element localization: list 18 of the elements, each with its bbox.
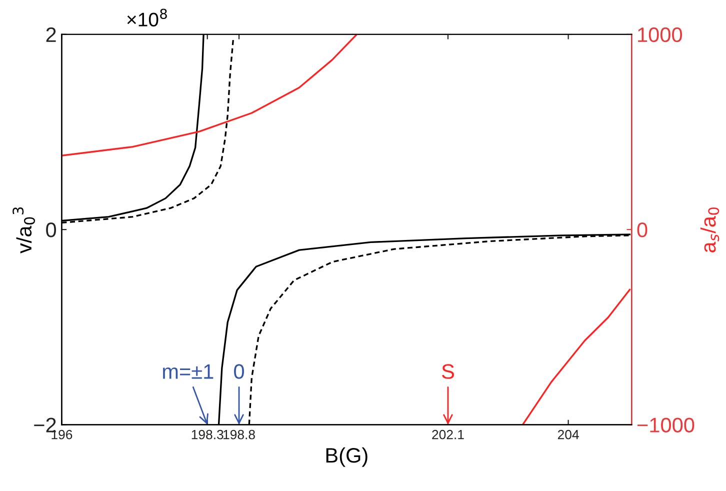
text: ×10$^{8}$ [127,8,167,26]
annotation: S [442,364,454,379]
y-axis-title: v/a$_{0}$$^{3}$ [12,207,36,254]
x-tick-label: 202.1 [432,430,464,440]
x-tick-label: 198.8 [224,430,255,440]
y-tick-label: 2 [46,27,56,42]
y2-tick-label: −1000 [638,418,694,432]
line-series [62,34,358,156]
x-axis-title: B(G) [326,447,368,467]
x-tick-label: 204 [558,430,579,440]
y2-tick-label: 0 [637,222,648,238]
annotation: 0 [234,364,244,379]
x-tick-label: 198.3 [192,430,224,440]
line-series [522,288,631,425]
y2-tick-label: 1000 [638,27,682,42]
y2-axis-title: a$_{s}$/a$_{0}$ [700,207,720,252]
annotation: m=±1 [163,364,214,379]
y-tick-label: 0 [46,222,56,238]
